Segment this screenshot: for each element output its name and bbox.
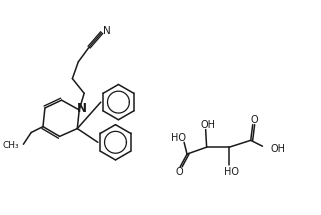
Text: HO: HO [224, 167, 239, 177]
Text: OH: OH [270, 144, 285, 154]
Text: O: O [251, 115, 258, 125]
Text: HO: HO [171, 133, 186, 143]
Text: N: N [77, 103, 87, 115]
Text: OH: OH [200, 120, 215, 130]
Text: N: N [103, 26, 110, 35]
Text: CH₃: CH₃ [3, 141, 20, 150]
Text: O: O [175, 167, 183, 177]
